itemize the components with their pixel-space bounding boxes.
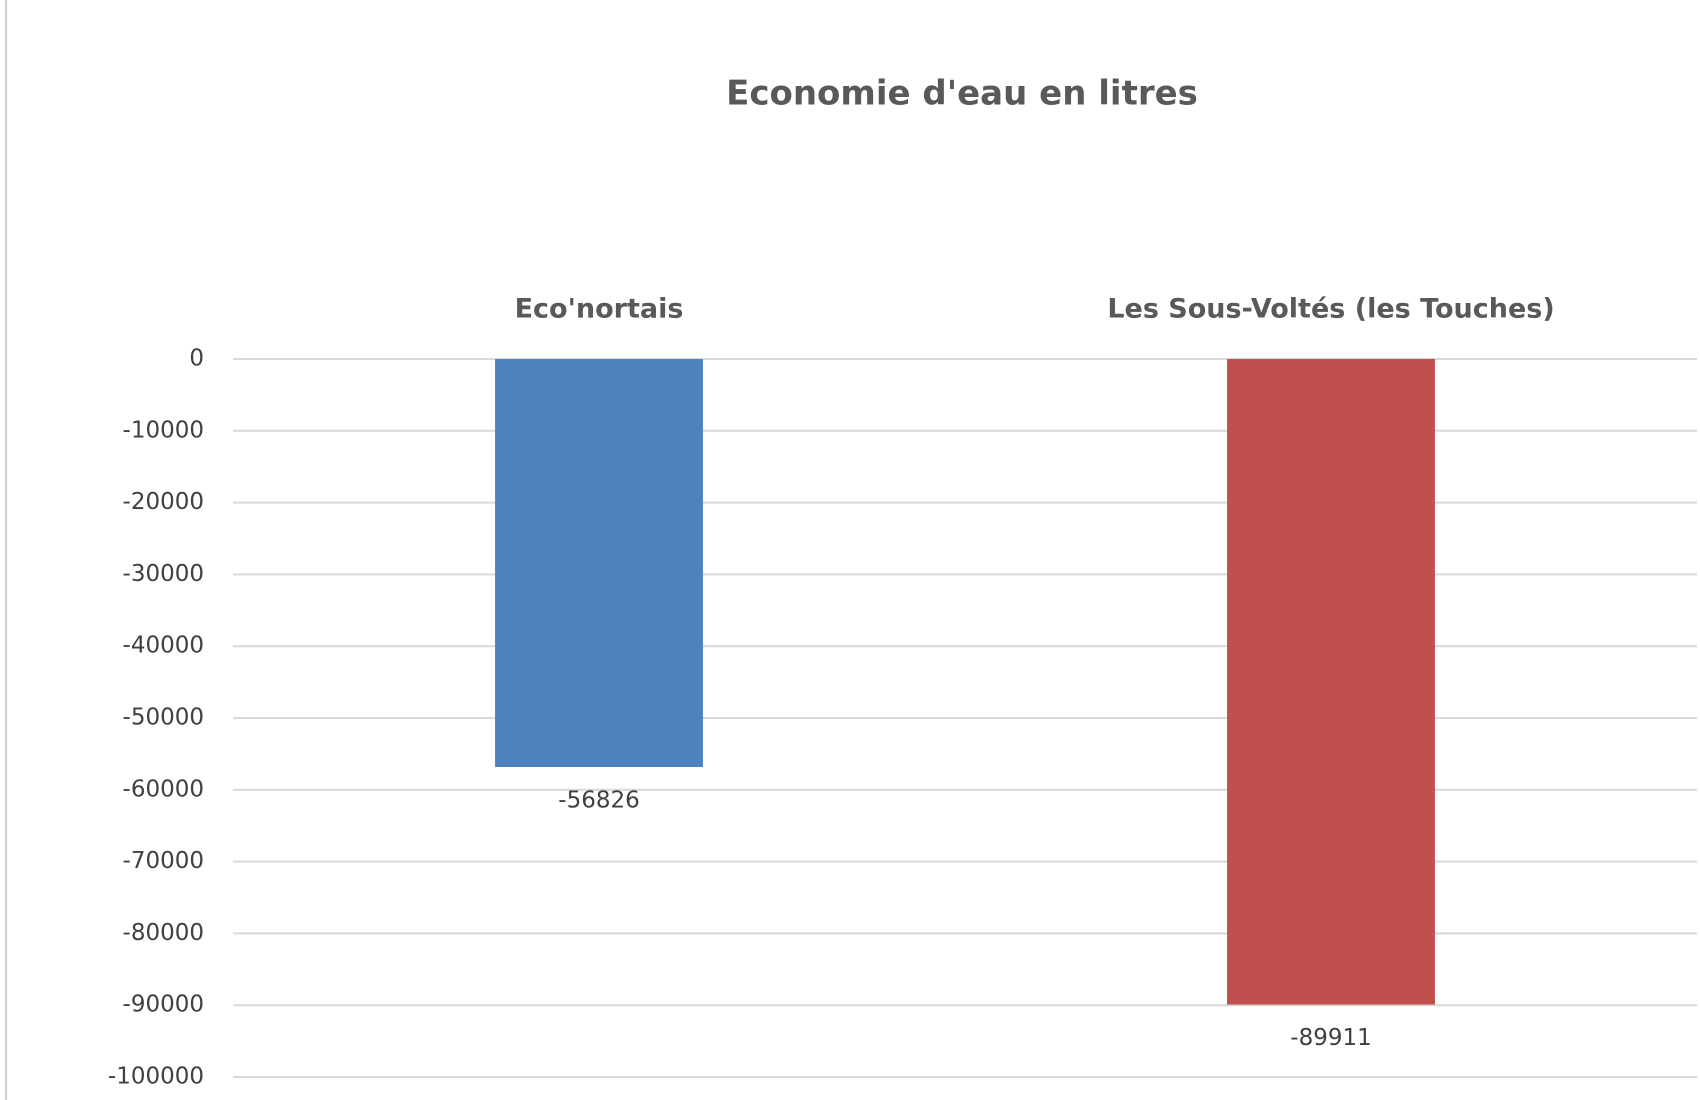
y-tick-label: -80000	[123, 920, 204, 946]
bar	[495, 359, 703, 768]
data-label: -56826	[558, 788, 639, 814]
y-tick-label: -70000	[123, 848, 204, 874]
y-tick-label: -40000	[123, 633, 204, 659]
category-label: Les Sous-Voltés (les Touches)	[1107, 294, 1554, 325]
y-tick-label: -10000	[123, 417, 204, 443]
category-label: Eco'nortais	[515, 294, 684, 325]
y-tick-label: -90000	[123, 992, 204, 1018]
y-tick-label: 0	[189, 346, 204, 372]
y-tick-label: -20000	[123, 489, 204, 515]
y-tick-label: -50000	[123, 705, 204, 731]
y-tick-label: -30000	[123, 561, 204, 587]
bar	[1227, 359, 1435, 1005]
y-tick-label: -60000	[123, 776, 204, 802]
data-label: -89911	[1290, 1025, 1371, 1051]
y-tick-label: -100000	[108, 1064, 204, 1090]
chart-title: Economie d'eau en litres	[726, 74, 1198, 114]
